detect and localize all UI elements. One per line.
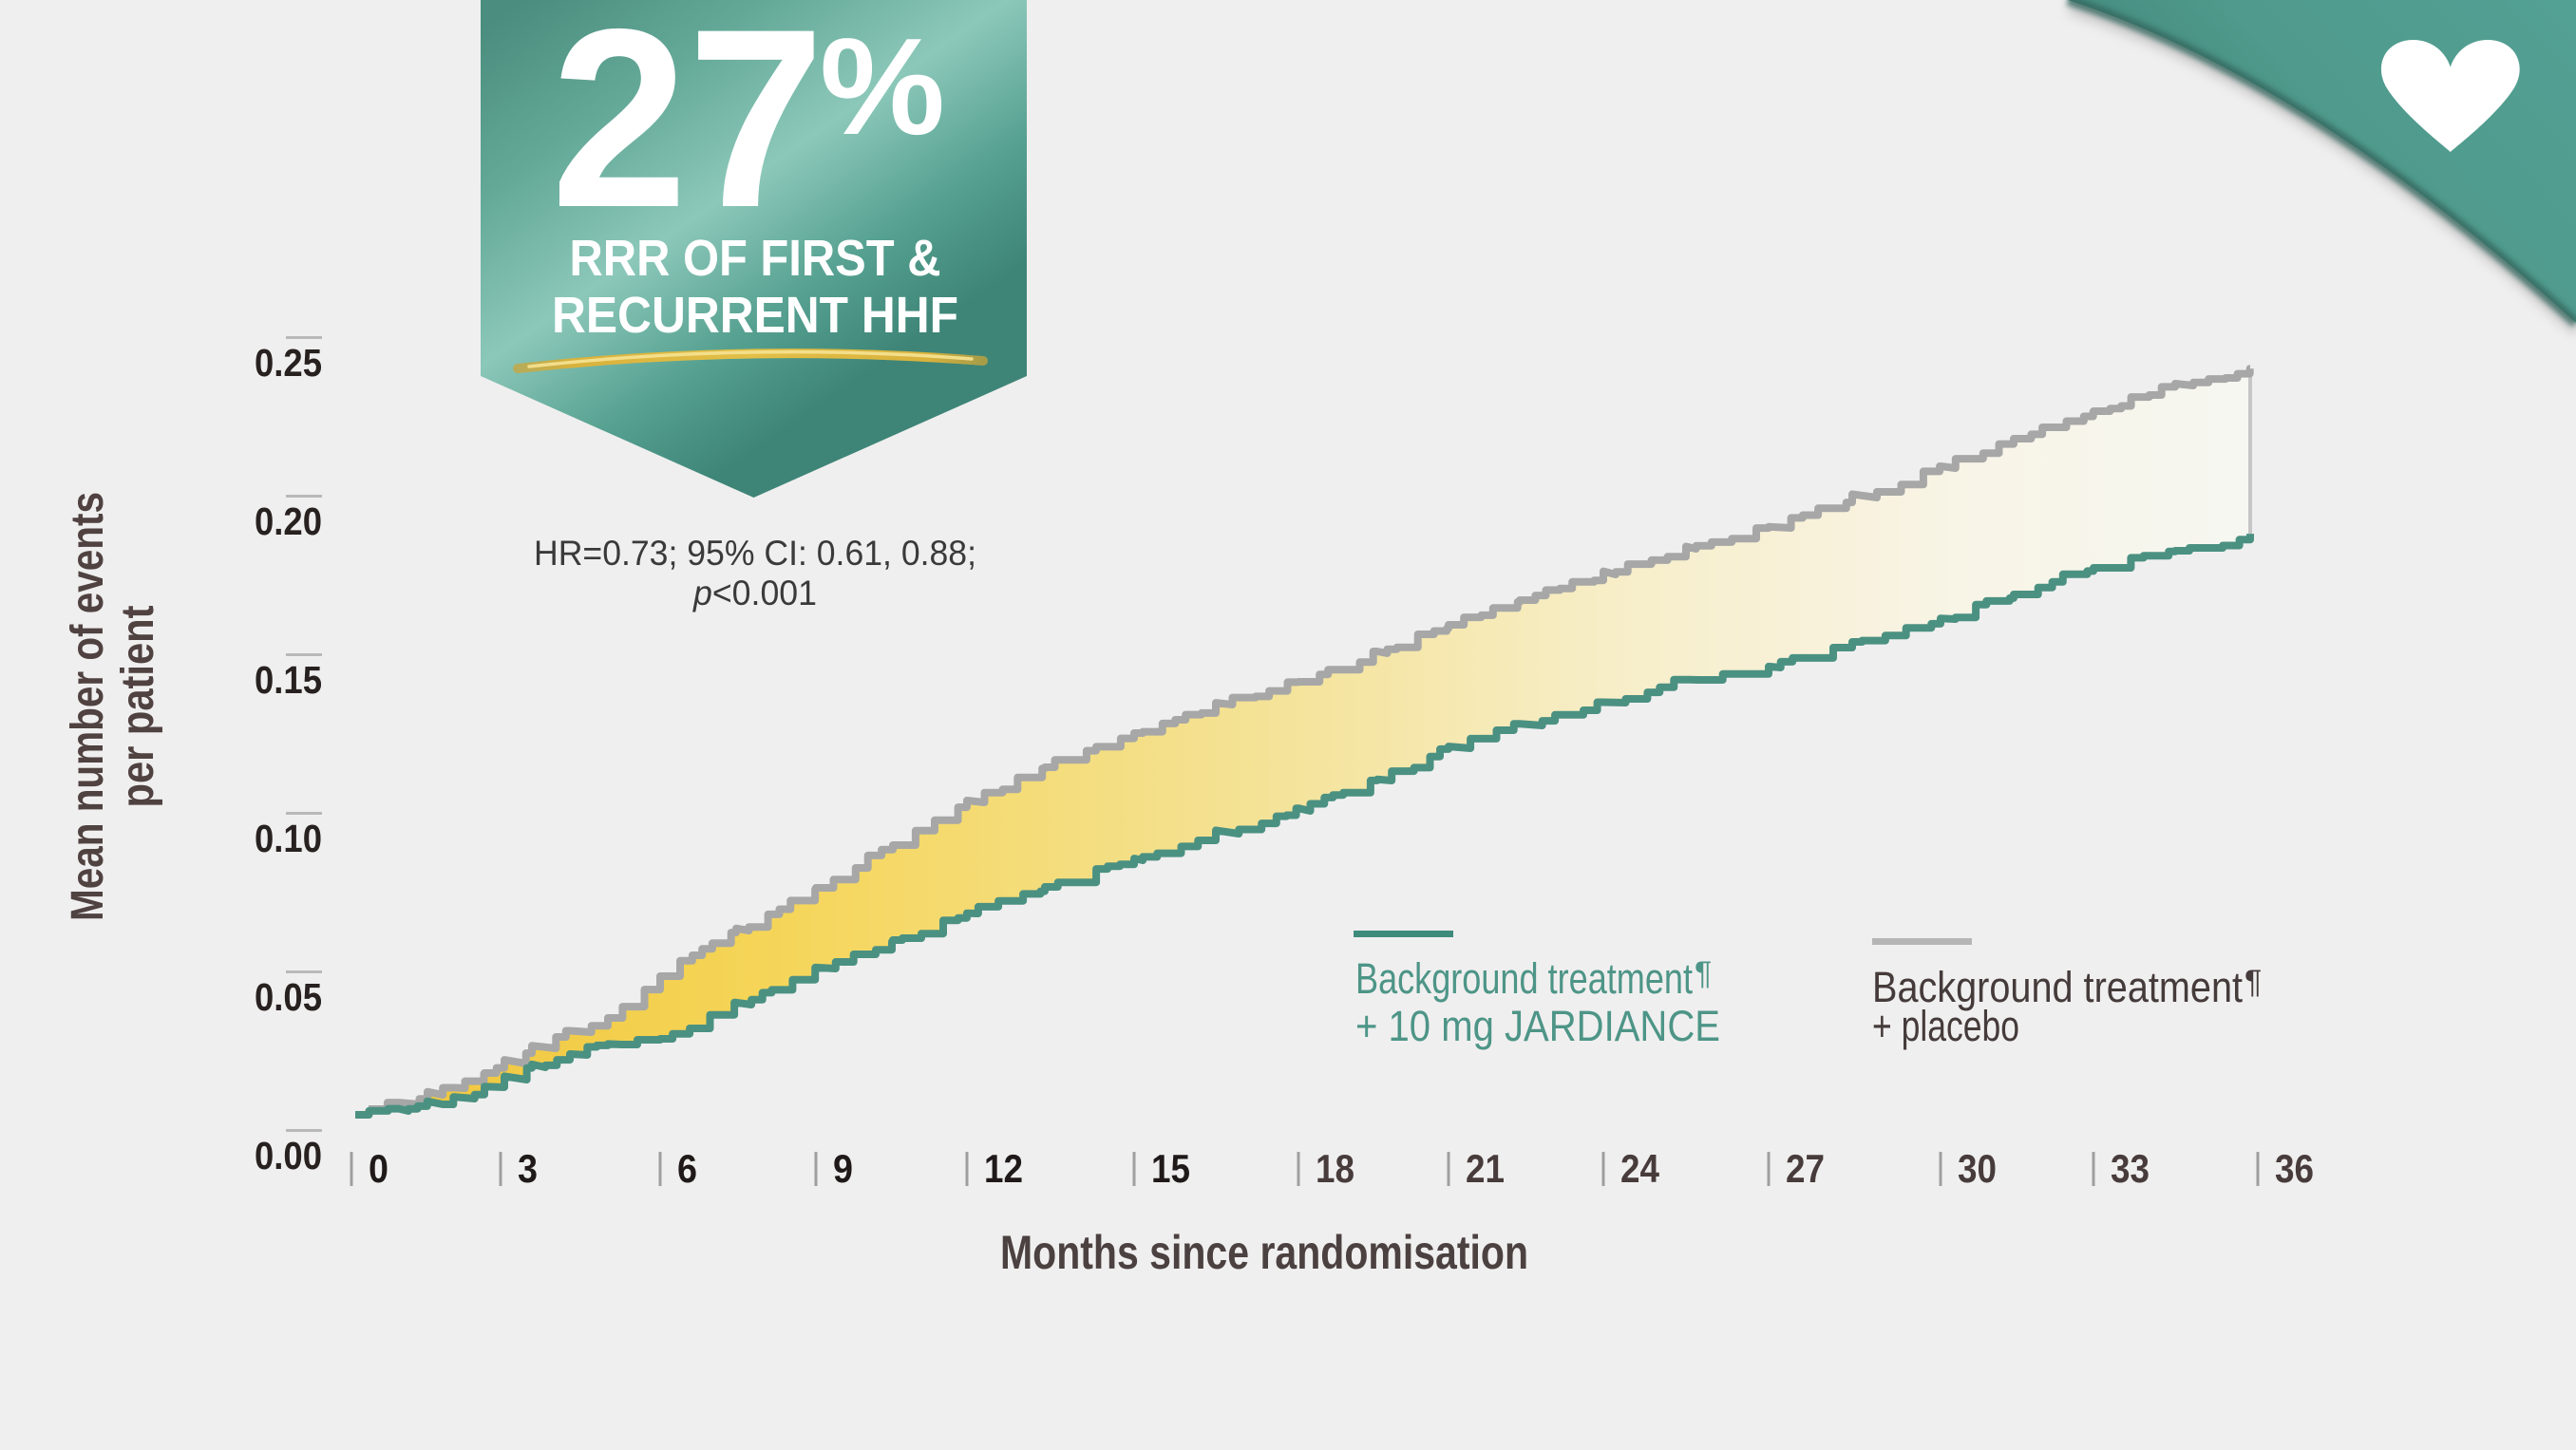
svg-text:HR=0.73; 95% CI: 0.61, 0.88;: HR=0.73; 95% CI: 0.61, 0.88; [534,534,976,573]
svg-text:27: 27 [551,0,824,260]
svg-text:18: 18 [1316,1146,1354,1191]
svg-text:15: 15 [1151,1146,1190,1191]
svg-text:0.10: 0.10 [255,817,322,860]
svg-text:RRR OF FIRST &: RRR OF FIRST & [570,230,941,287]
svg-text:9: 9 [833,1146,853,1191]
svg-text:0.20: 0.20 [255,499,322,543]
svg-text:+ 10 mg JARDIANCE: + 10 mg JARDIANCE [1355,1002,1720,1050]
svg-text:0.05: 0.05 [255,975,322,1019]
svg-text:per patient: per patient [113,605,163,807]
svg-text:¶: ¶ [1695,955,1712,991]
svg-text:p<0.001: p<0.001 [692,574,817,612]
svg-text:0.00: 0.00 [255,1134,322,1177]
svg-text:6: 6 [677,1146,697,1191]
svg-text:0.25: 0.25 [255,341,322,385]
svg-text:0.15: 0.15 [255,658,322,702]
svg-text:+ placebo: + placebo [1872,1002,2019,1050]
svg-text:21: 21 [1466,1146,1505,1191]
svg-text:Background treatment: Background treatment [1355,954,1693,1003]
svg-text:30: 30 [1958,1146,1997,1191]
svg-text:24: 24 [1620,1146,1660,1191]
svg-text:Background treatment: Background treatment [1872,963,2243,1011]
svg-text:%: % [820,9,945,163]
svg-text:27: 27 [1786,1146,1825,1191]
svg-text:36: 36 [2275,1146,2314,1191]
svg-text:3: 3 [518,1146,538,1191]
svg-text:12: 12 [984,1146,1023,1191]
svg-text:Mean number of events: Mean number of events [63,492,113,921]
svg-text:0: 0 [369,1146,388,1191]
svg-text:¶: ¶ [2245,964,2262,1000]
svg-text:Months since randomisation: Months since randomisation [1000,1226,1528,1279]
svg-text:33: 33 [2111,1146,2150,1191]
svg-text:RECURRENT HHF: RECURRENT HHF [552,287,958,344]
